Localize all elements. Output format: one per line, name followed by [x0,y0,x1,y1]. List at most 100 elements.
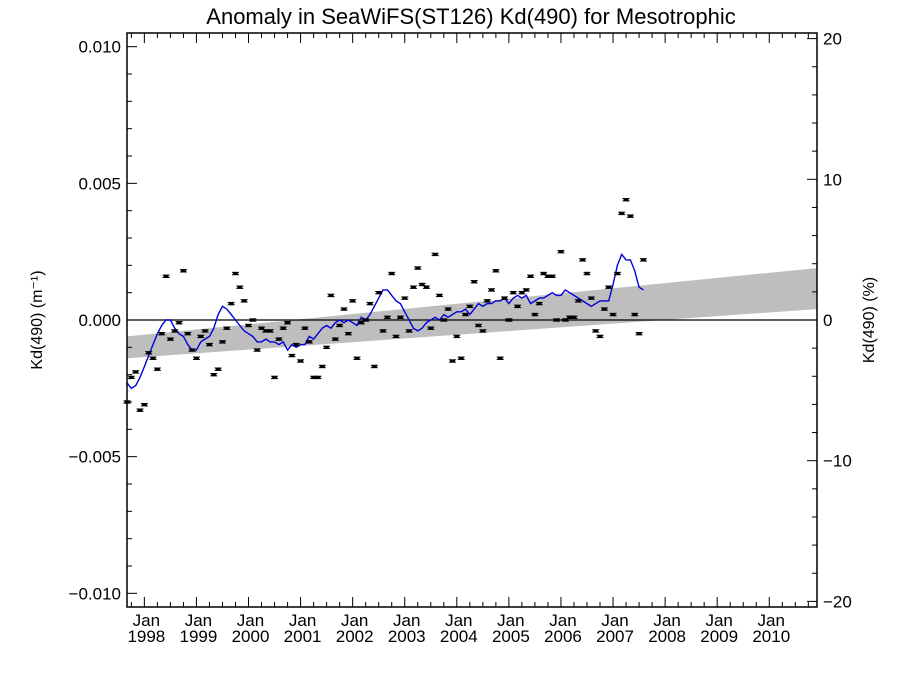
anomaly-point [448,359,456,363]
anomaly-point [331,337,339,341]
anomaly-point [574,299,582,303]
y-right-tick-label: 10 [823,170,842,189]
y-axis-label-left: Kd(490) (m⁻¹) [29,270,46,369]
anomaly-point [214,367,222,371]
y-tick-label: 0.010 [78,38,121,57]
anomaly-point [479,329,487,333]
anomaly-point [166,337,174,341]
anomaly-point [153,367,161,371]
anomaly-point [522,288,530,292]
anomaly-point [271,375,279,380]
anomaly-point [184,331,192,336]
anomaly-point [461,312,469,317]
anomaly-point [422,285,430,289]
x-tick-month-label: Jan [133,611,160,630]
anomaly-point [279,326,287,330]
anomaly-point [535,301,543,306]
y-tick-label: 0.000 [78,311,121,330]
anomaly-point [149,356,157,360]
trend-confidence-band [127,268,817,359]
x-tick-year-label: 2008 [648,627,686,646]
anomaly-point [192,356,200,360]
anomaly-point [249,318,257,322]
y-axis-label-right: Kd(490) (%) [861,277,878,363]
anomaly-point [175,321,183,325]
anomaly-point [340,307,348,311]
x-tick-year-label: 2001 [284,627,322,646]
anomaly-point [435,293,443,298]
x-tick-year-label: 2010 [752,627,790,646]
anomaly-point [136,408,144,412]
anomaly-point [188,348,196,352]
anomaly-point [366,301,374,306]
y-right-tick-label: 0 [823,311,832,330]
x-tick-month-label: Jan [185,611,212,630]
anomaly-point [301,326,309,330]
anomaly-point [613,271,621,276]
anomaly-point [475,323,483,328]
anomaly-point [314,375,322,380]
anomaly-point [145,351,153,355]
x-tick-month-label: Jan [601,611,628,630]
anomaly-point [557,249,565,254]
anomaly-point [179,269,187,273]
anomaly-point [466,304,474,309]
anomaly-point [258,326,266,330]
anomaly-point [548,274,556,278]
y-tick-label: −0.005 [69,448,121,467]
anomaly-point [396,315,404,319]
anomaly-point [561,318,569,322]
anomaly-point [240,299,248,303]
x-tick-month-label: Jan [341,611,368,630]
anomaly-point [275,337,283,341]
anomaly-point [492,269,500,273]
monthly-anomaly-points [123,198,647,412]
anomaly-point [488,288,496,292]
anomaly-point [379,329,387,333]
anomaly-point [392,334,400,339]
anomaly-point [440,318,448,322]
anomaly-point [205,342,213,347]
anomaly-point [266,329,274,333]
x-tick-month-label: Jan [549,611,576,630]
anomaly-point [227,301,235,306]
anomaly-point [501,296,509,300]
anomaly-point [132,370,140,374]
anomaly-point [162,274,170,278]
anomaly-point [357,321,365,325]
anomaly-point [362,318,370,322]
anomaly-point [210,372,218,377]
anomaly-point [370,364,378,369]
anomaly-point [531,312,539,317]
anomaly-point [553,318,561,322]
x-tick-month-label: Jan [705,611,732,630]
anomaly-point [353,356,361,360]
anomaly-point [639,258,647,262]
right-y-axis: −20 −10 0 10 20 [807,30,852,611]
anomaly-point [323,345,331,350]
smoothed-line [126,253,644,390]
anomaly-point [388,271,396,276]
anomaly-point [444,307,452,311]
y-right-tick-label: −10 [823,452,852,471]
x-tick-year-label: 2003 [388,627,426,646]
anomaly-point [409,285,417,289]
anomaly-point [457,356,465,360]
anomaly-point [318,364,326,369]
x-tick-year-label: 2006 [544,627,582,646]
anomaly-point [592,329,600,333]
left-y-axis: −0.010 −0.005 0.000 0.005 0.010 [69,38,137,603]
anomaly-point [231,271,239,276]
anomaly-point [284,321,292,325]
anomaly-point [305,340,313,344]
anomaly-point [609,312,617,317]
x-tick-year-label: 1998 [127,627,165,646]
x-tick-month-label: Jan [497,611,524,630]
anomaly-point [618,211,626,216]
anomaly-point [596,334,604,339]
anomaly-point [496,356,504,360]
anomaly-point [527,274,535,278]
anomaly-point [197,334,205,339]
x-tick-month-label: Jan [653,611,680,630]
